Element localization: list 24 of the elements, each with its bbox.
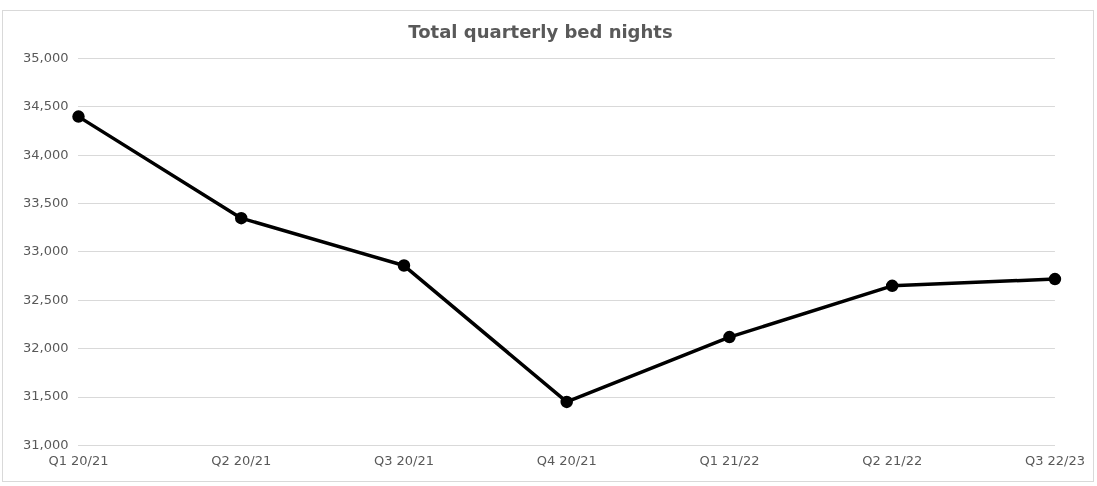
point [560, 395, 573, 409]
y-tick-label: 33,000 [22, 243, 69, 259]
point [397, 259, 411, 272]
point [1048, 272, 1062, 286]
point [72, 110, 85, 123]
y-tick-label: 35,000 [22, 49, 69, 65]
y-tick-label: 34,500 [22, 98, 69, 114]
y-tick-label: 32,500 [22, 291, 69, 307]
y-tick-label: 33,500 [22, 195, 69, 211]
y-tick-label: 34,000 [22, 146, 69, 162]
y-tick-label: 31,000 [22, 436, 69, 452]
point [885, 279, 899, 293]
x-tick-label: Q3 20/21 [373, 452, 435, 468]
x-tick-label: Q1 21/22 [699, 452, 760, 468]
y-tick-label: 32,000 [22, 340, 69, 356]
x-tick-label: Q2 20/21 [211, 452, 272, 468]
x-tick-label: Q2 21/22 [862, 452, 923, 468]
x-tick-label: Q3 22/23 [1024, 452, 1085, 468]
x-tick-label: Q1 20/21 [48, 452, 109, 468]
point [723, 330, 736, 344]
x-tick-label: Q4 20/21 [536, 452, 597, 468]
y-tick-label: 31,500 [22, 388, 69, 404]
point [234, 211, 248, 225]
chart-title: Total quarterly bed nights [408, 21, 673, 43]
